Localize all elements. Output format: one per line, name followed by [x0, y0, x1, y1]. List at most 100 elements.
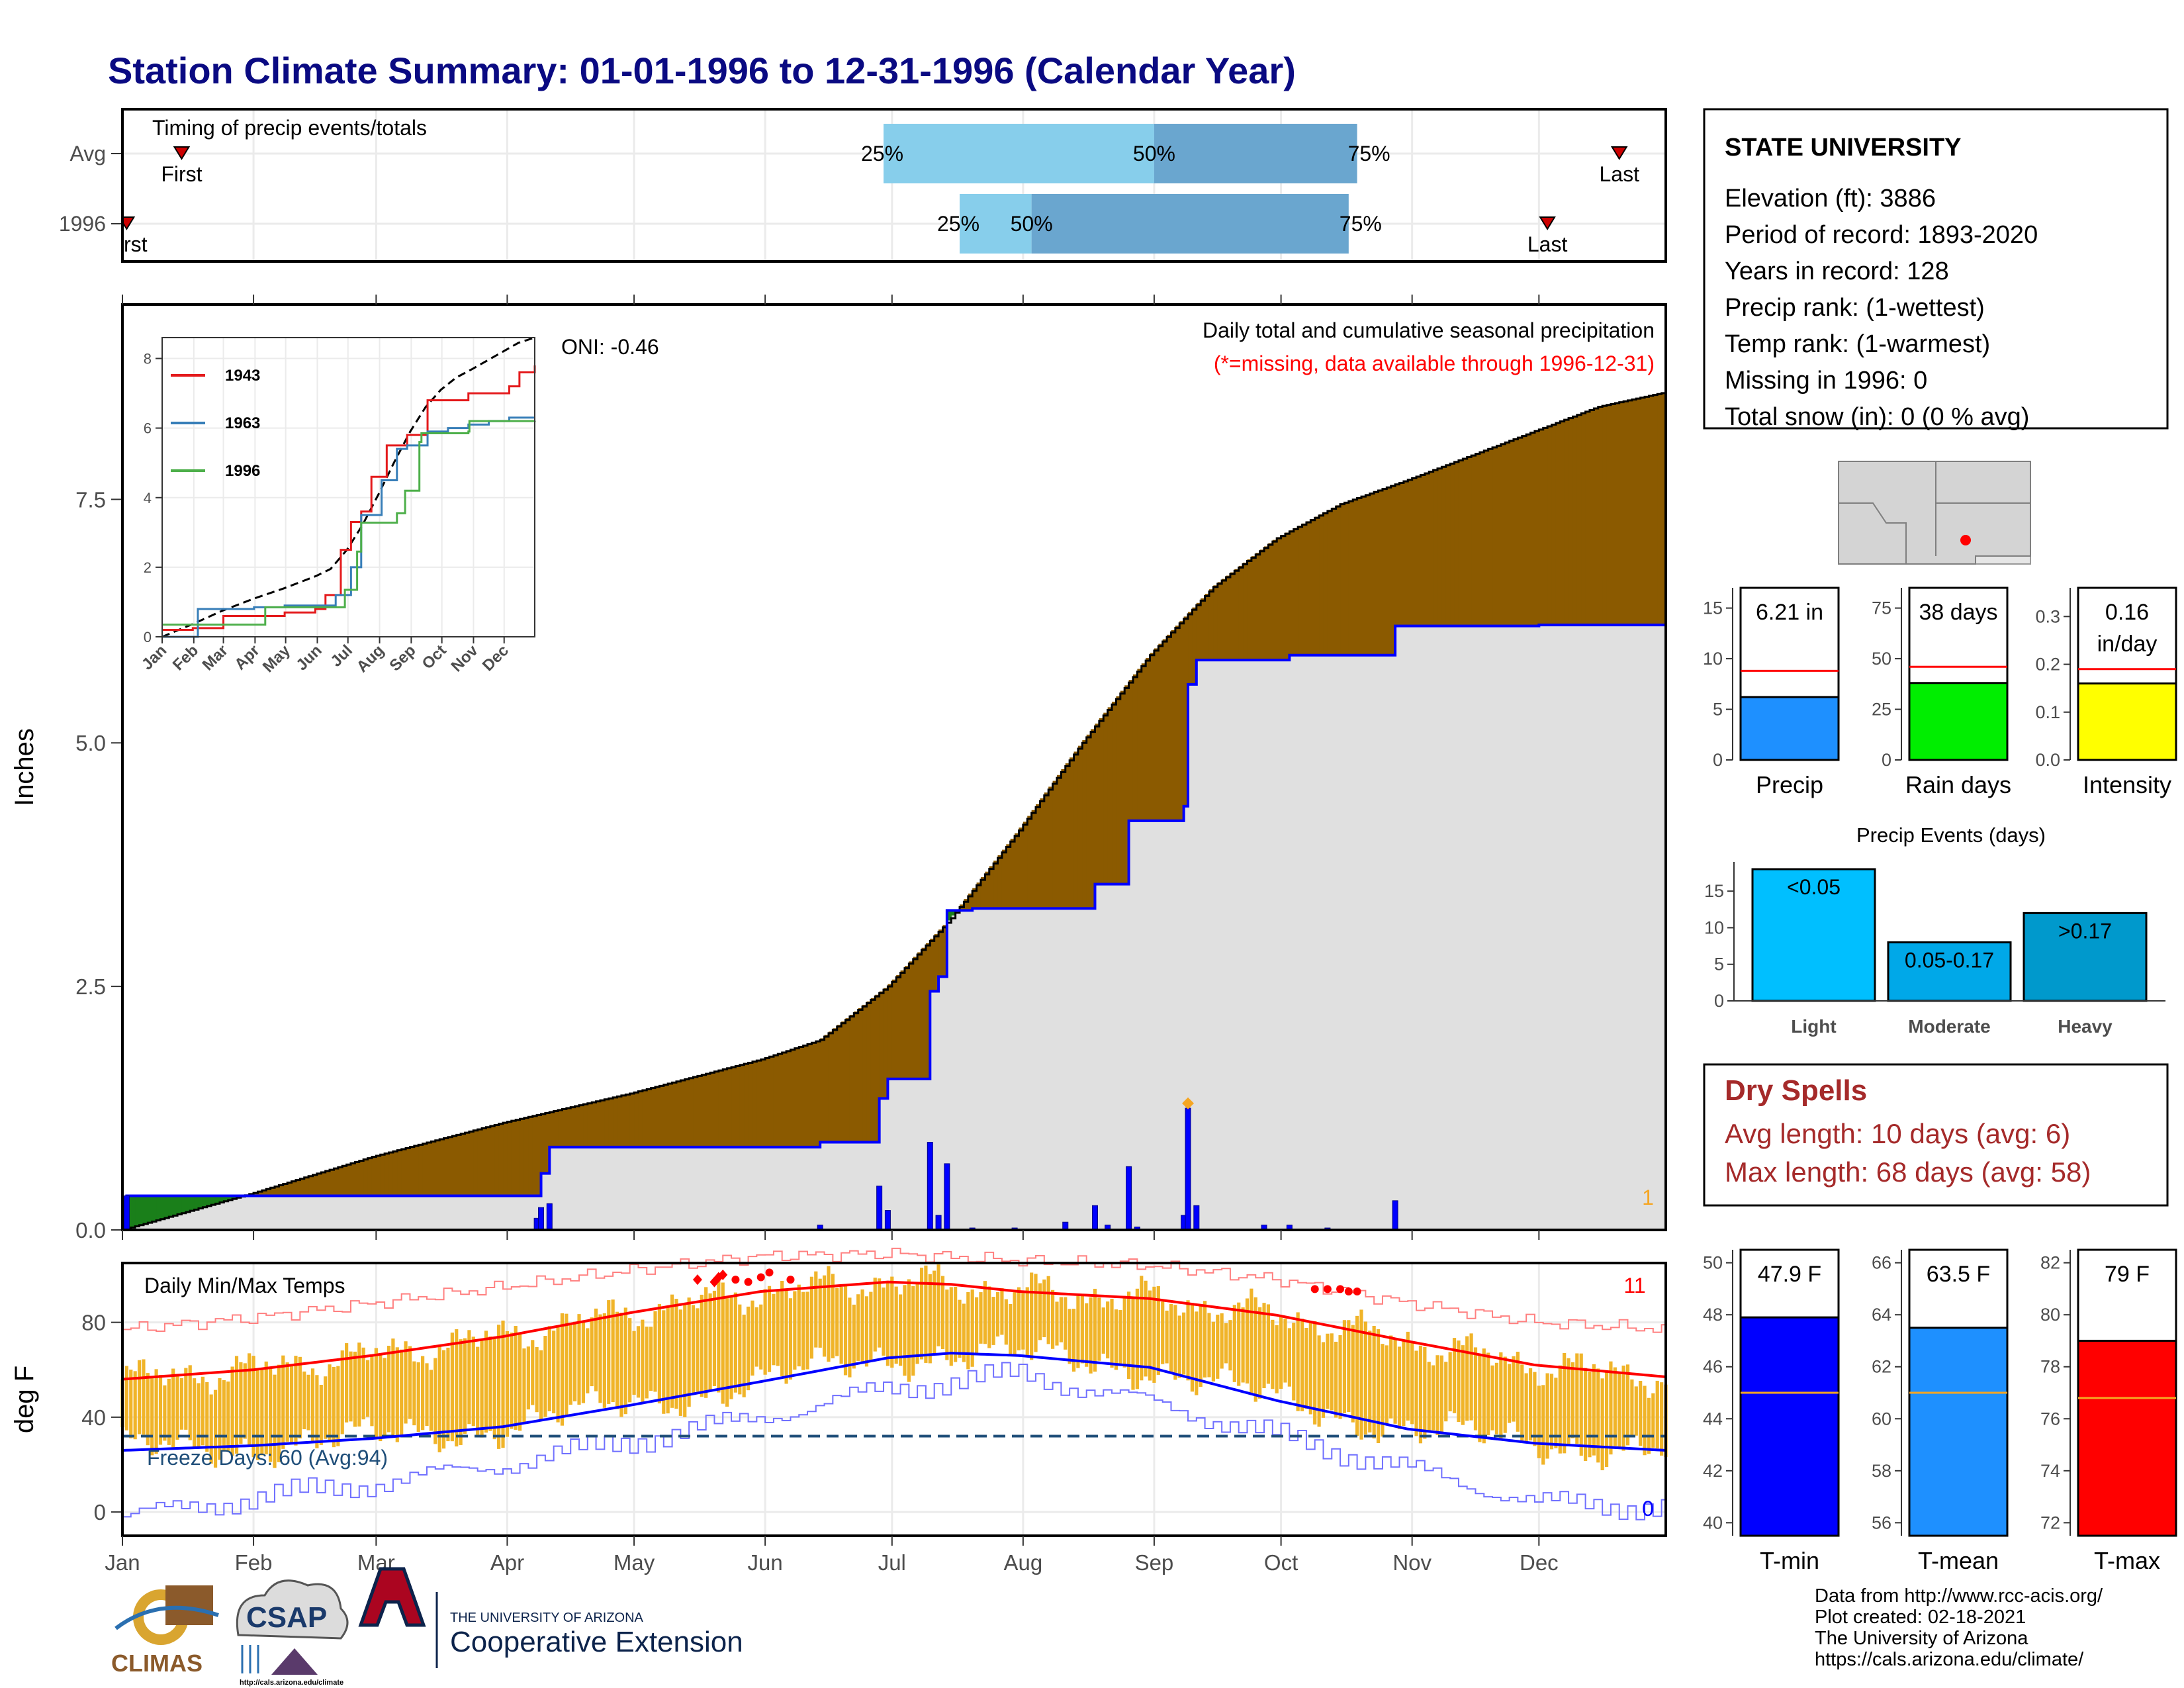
daily-temp-bar — [315, 1375, 319, 1448]
daily-temp-bar — [940, 1276, 945, 1350]
daily-temp-bar — [678, 1309, 682, 1416]
record-high-marker — [1323, 1285, 1332, 1293]
deficit-fill — [1146, 657, 1151, 821]
deficit-fill — [452, 1135, 457, 1196]
inset-series-line — [162, 416, 535, 638]
deficit-fill — [833, 1028, 838, 1143]
timing-title: Timing of precip events/totals — [152, 116, 427, 140]
daily-temp-bar — [611, 1299, 615, 1403]
deficit-fill — [1264, 546, 1269, 661]
daily-temp-bar — [890, 1276, 894, 1368]
deficit-fill — [1564, 418, 1569, 626]
stat-y-tick: 42 — [1703, 1461, 1723, 1481]
record-high-marker — [756, 1273, 765, 1282]
deficit-fill — [752, 1060, 757, 1147]
timing-panel: Timing of precip events/totals Avg 25% 50% 7… — [0, 108, 1667, 263]
dry-spells-box: Dry Spells Avg length: 10 days (avg: 6) … — [1703, 1063, 2169, 1207]
stat-y-tick: 74 — [2040, 1461, 2060, 1481]
deficit-fill — [727, 1067, 732, 1147]
deficit-fill — [1606, 404, 1612, 626]
deficit-fill — [283, 1183, 288, 1196]
deficit-fill — [1496, 445, 1502, 626]
deficit-fill — [406, 1147, 411, 1196]
daily-temp-bar — [248, 1353, 251, 1446]
daily-temp-bar — [1363, 1321, 1367, 1435]
deficit-fill — [723, 1068, 728, 1147]
stat-value-label: 38 days — [1919, 600, 1997, 625]
daily-temp-bar — [1524, 1373, 1528, 1443]
daily-temp-bar — [856, 1294, 860, 1361]
daily-temp-bar — [983, 1281, 987, 1344]
daily-temp-bar — [869, 1291, 873, 1362]
event-bar — [2023, 912, 2148, 1002]
daily-temp-bar — [531, 1340, 535, 1405]
y-tick-label: 7.5 — [75, 487, 106, 512]
deficit-fill — [1302, 523, 1307, 655]
y-tick-label: 0.0 — [75, 1218, 106, 1243]
deficit-fill — [841, 1021, 846, 1143]
month-tick-label: Nov — [1392, 1550, 1432, 1575]
daily-temp-bar — [966, 1291, 970, 1370]
daily-temp-bar — [310, 1368, 315, 1441]
deficit-fill — [443, 1137, 449, 1196]
deficit-fill — [1585, 410, 1590, 626]
deficit-fill — [659, 1085, 664, 1147]
deficit-fill — [385, 1152, 390, 1196]
deficit-fill — [765, 1057, 770, 1147]
deficit-fill — [1353, 498, 1358, 655]
daily-temp-bar — [623, 1307, 627, 1415]
daily-temp-bar — [1372, 1325, 1376, 1439]
credit-line: Plot created: 02-18-2021 — [1815, 1607, 2026, 1628]
daily-temp-bar — [289, 1365, 294, 1444]
daily-temp-bar — [370, 1356, 374, 1427]
daily-temp-bar — [522, 1348, 526, 1423]
deficit-fill — [503, 1122, 508, 1196]
deficit-fill — [942, 925, 948, 977]
deficit-fill — [1230, 572, 1235, 661]
daily-temp-bar — [455, 1329, 459, 1447]
stat-y-tick: 0.3 — [2035, 606, 2060, 626]
daily-temp-bar — [915, 1283, 919, 1364]
deficit-fill — [566, 1107, 571, 1147]
stat-y-tick: 60 — [1872, 1409, 1891, 1429]
stat-y-tick: 0.0 — [2035, 750, 2060, 770]
daily-precip-bar — [123, 1195, 130, 1231]
daily-temp-bar — [543, 1336, 547, 1417]
daily-temp-bar — [1122, 1295, 1126, 1368]
month-tick-label: Aug — [1004, 1550, 1043, 1575]
deficit-fill — [634, 1092, 639, 1147]
deficit-fill — [1255, 553, 1261, 661]
daily-temp-bar — [146, 1373, 150, 1446]
deficit-fill — [1167, 634, 1172, 821]
daily-temp-bar — [1473, 1347, 1478, 1430]
daily-temp-bar — [539, 1350, 543, 1419]
deficit-fill — [1615, 402, 1620, 626]
deficit-fill — [1281, 535, 1286, 661]
daily-temp-bar — [1541, 1385, 1545, 1465]
surplus-fill — [152, 1196, 157, 1221]
deficit-fill — [938, 929, 944, 977]
daily-temp-bar — [1537, 1385, 1541, 1458]
inset-y-tick: 0 — [144, 629, 152, 645]
daily-temp-bar — [1304, 1327, 1308, 1409]
daily-temp-bar — [776, 1289, 780, 1366]
timing-p75-label: 75% — [1348, 142, 1390, 165]
daily-temp-bar — [894, 1286, 898, 1364]
daily-temp-bar — [641, 1319, 645, 1403]
daily-temp-bar — [387, 1345, 391, 1432]
deficit-fill — [1073, 751, 1079, 909]
daily-temp-bar — [898, 1294, 903, 1366]
deficit-fill — [1357, 497, 1362, 655]
deficit-fill — [592, 1102, 597, 1147]
daily-temp-bar — [1237, 1302, 1241, 1386]
daily-temp-bar — [590, 1317, 594, 1387]
daily-temp-bar — [670, 1294, 674, 1408]
deficit-fill — [794, 1047, 799, 1147]
deficit-fill — [1403, 481, 1408, 626]
deficit-fill — [1429, 471, 1434, 626]
event-category-label: Heavy — [2058, 1016, 2113, 1037]
daily-temp-bar — [700, 1294, 704, 1397]
daily-temp-bar — [987, 1286, 991, 1348]
deficit-fill — [651, 1087, 656, 1147]
surplus-fill — [194, 1196, 199, 1209]
